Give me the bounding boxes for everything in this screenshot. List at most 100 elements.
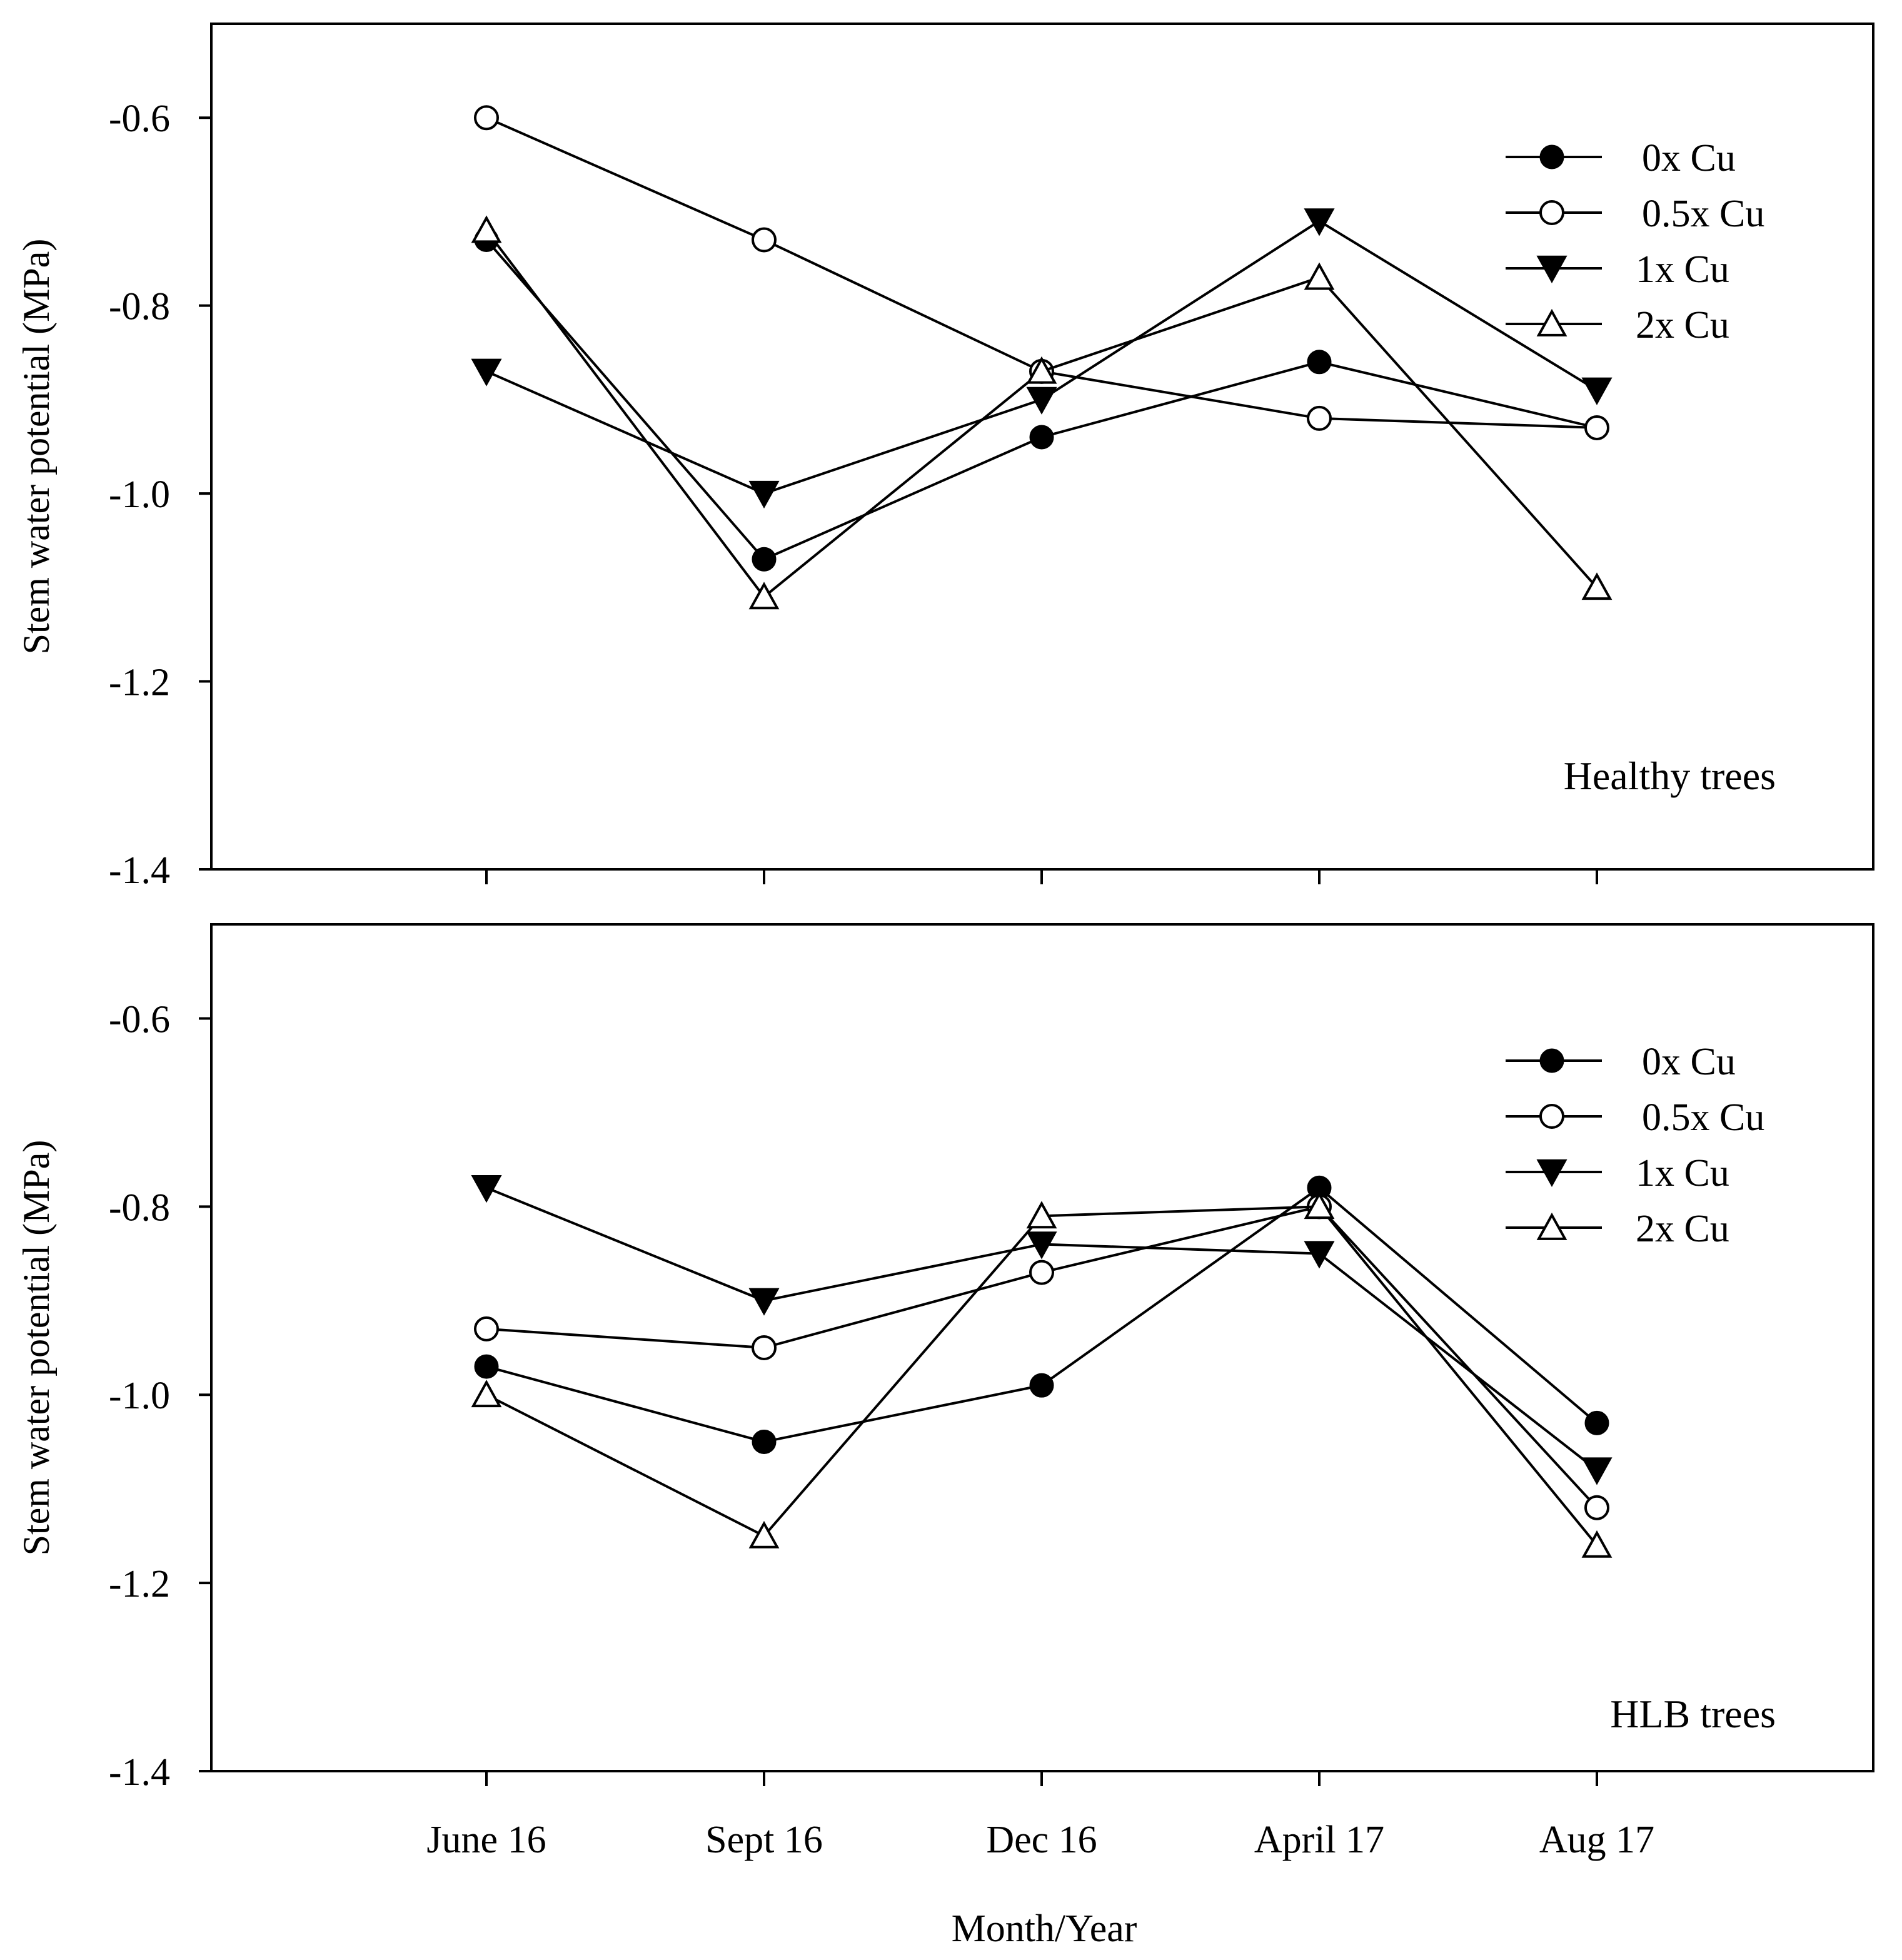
marker-shape (1581, 572, 1613, 600)
series-2x-cu (471, 1191, 1613, 1558)
data-point (752, 227, 777, 253)
marker-shape (752, 547, 777, 572)
legend-entry: 2x Cu (1506, 304, 1729, 346)
x-tick-label: Aug 17 (1539, 1819, 1654, 1861)
data-point (1304, 262, 1335, 290)
marker-shape (1026, 386, 1057, 415)
y-tick-label: -0.6 (109, 98, 170, 140)
data-point (474, 1354, 499, 1379)
legend-entry: 0x Cu (1506, 137, 1736, 179)
panel-healthy-trees: -0.6 -0.8 -1.0 -1.2 -1.4 Stem water potential… (16, 23, 1874, 892)
data-point (1026, 356, 1057, 384)
legend-marker (1539, 1048, 1564, 1073)
data-point (1307, 350, 1332, 375)
legend-entry: 0.5x Cu (1506, 193, 1764, 235)
marker-shape (752, 1335, 777, 1360)
y-axis-label: Stem water potential (MPa) (16, 1140, 57, 1556)
marker-shape (471, 215, 502, 243)
marker-shape (748, 1520, 780, 1548)
marker-shape (1304, 1191, 1335, 1220)
data-point (471, 215, 502, 243)
marker-shape (1584, 1410, 1609, 1435)
marker-shape (474, 105, 499, 131)
data-point (752, 1335, 777, 1360)
panel-label: Healthy trees (1564, 754, 1776, 798)
legend-marker (1536, 255, 1567, 283)
marker-shape (748, 1288, 780, 1316)
marker-shape (1539, 1048, 1564, 1073)
y-tick-label: -0.8 (109, 286, 170, 328)
legend-entry: 1x Cu (1506, 248, 1729, 291)
legend-marker (1536, 1159, 1567, 1187)
data-point (1029, 1260, 1054, 1285)
legend: 0x Cu 0.5x Cu 1x Cu 2x Cu (1506, 137, 1764, 346)
legend-label: 1x Cu (1636, 1152, 1729, 1195)
data-point (1584, 1410, 1609, 1435)
y-tick-label: -1.4 (109, 849, 170, 892)
marker-shape (1026, 1231, 1057, 1260)
data-point (1304, 208, 1335, 236)
marker-shape (474, 1316, 499, 1341)
marker-shape (1584, 1495, 1609, 1520)
marker-shape (1307, 405, 1332, 431)
data-point (1581, 572, 1613, 600)
marker-shape (1536, 255, 1567, 283)
x-tick-label: Sept 16 (705, 1819, 823, 1861)
legend-label: 0x Cu (1642, 137, 1736, 179)
data-point (1581, 377, 1613, 405)
data-point (1026, 1231, 1057, 1260)
marker-shape (752, 1429, 777, 1454)
data-point (471, 358, 502, 386)
data-point (1029, 425, 1054, 450)
marker-shape (471, 358, 502, 386)
y-tick-label: -1.4 (109, 1751, 170, 1794)
marker-shape (748, 480, 780, 509)
marker-shape (471, 1175, 502, 1203)
panel-label: HLB trees (1610, 1692, 1776, 1736)
marker-shape (1539, 144, 1564, 169)
marker-shape (1539, 1104, 1564, 1129)
marker-shape (1536, 1212, 1567, 1240)
marker-shape (474, 1354, 499, 1379)
data-point (748, 1520, 780, 1548)
data-point (748, 480, 780, 509)
data-point (471, 1175, 502, 1203)
data-point (1304, 1191, 1335, 1220)
data-point (1026, 1201, 1057, 1229)
x-tick-label: Dec 16 (986, 1819, 1097, 1861)
data-point (748, 582, 780, 610)
legend-marker (1539, 144, 1564, 169)
plot-frame (210, 923, 1874, 1772)
marker-shape (1304, 208, 1335, 236)
legend-entry: 0x Cu (1506, 1041, 1736, 1083)
data-point (1029, 1373, 1054, 1398)
x-axis-label: Month/Year (952, 1907, 1137, 1950)
y-tick-label: -1.2 (109, 662, 170, 704)
y-axis-label: Stem water potential (MPa) (16, 239, 57, 655)
y-tick-label: -0.6 (109, 998, 170, 1041)
legend-label: 2x Cu (1636, 1208, 1729, 1250)
legend-marker (1536, 308, 1567, 336)
series-0x-cu (474, 1175, 1609, 1454)
marker-shape (1581, 1457, 1613, 1485)
legend-label: 0.5x Cu (1642, 1096, 1764, 1139)
series-1x-cu (471, 1175, 1613, 1485)
marker-shape (471, 1380, 502, 1408)
data-point (1584, 415, 1609, 440)
marker-shape (1536, 308, 1567, 336)
marker-shape (1581, 1530, 1613, 1558)
legend-entry: 1x Cu (1506, 1152, 1729, 1195)
panel-hlb-trees: -0.6 -0.8 -1.0 -1.2 -1.4 Stem water potential… (16, 923, 1874, 1794)
y-tick-label: -1.0 (109, 1375, 170, 1417)
series-1x-cu (471, 208, 1613, 509)
data-point (752, 1429, 777, 1454)
legend-marker (1539, 1104, 1564, 1129)
y-tick-label: -0.8 (109, 1186, 170, 1229)
x-tick-label: June 16 (426, 1819, 546, 1861)
data-point (474, 1316, 499, 1341)
marker-shape (1304, 1241, 1335, 1269)
marker-shape (1026, 356, 1057, 384)
x-tick-label: April 17 (1254, 1819, 1384, 1861)
data-point (1304, 1241, 1335, 1269)
